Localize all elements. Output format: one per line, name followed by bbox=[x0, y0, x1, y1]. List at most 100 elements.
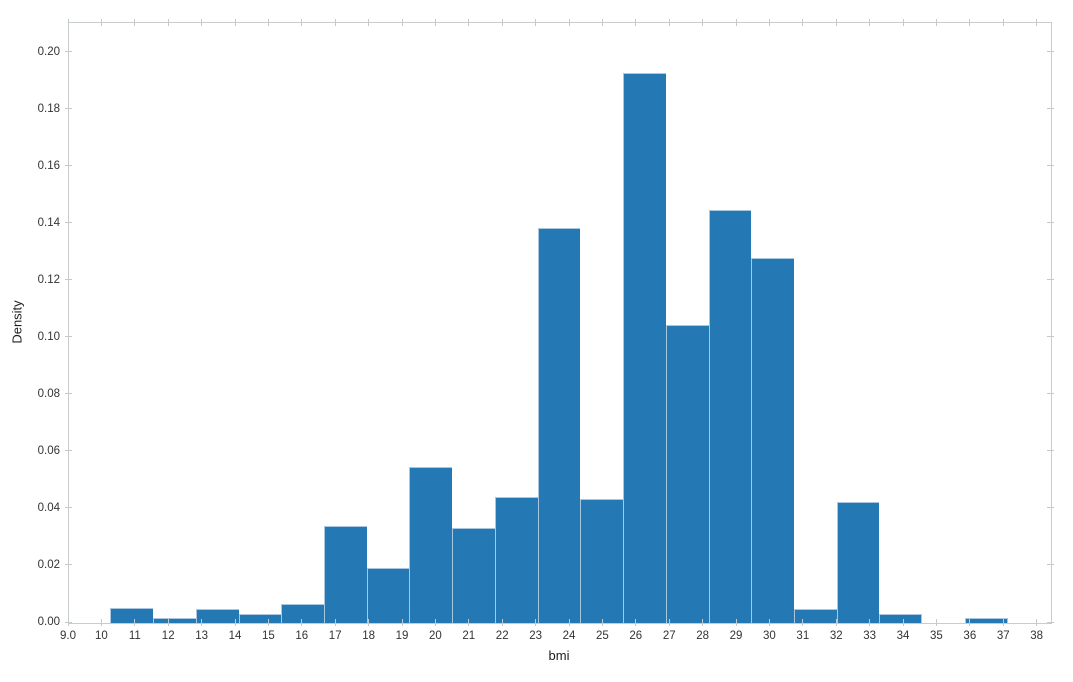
histogram-bar bbox=[195, 609, 239, 623]
x-axis-tick bbox=[1002, 619, 1004, 626]
y-tick-label: 0.08 bbox=[37, 387, 60, 400]
y-axis-tick bbox=[65, 51, 72, 53]
x-axis-tick bbox=[902, 619, 904, 626]
x-axis-top-tick bbox=[902, 19, 904, 26]
x-tick-label: 23 bbox=[529, 630, 543, 642]
x-axis-top-tick bbox=[768, 19, 770, 26]
x-axis-top-tick bbox=[201, 19, 203, 26]
histogram-bar bbox=[452, 527, 495, 623]
histogram-bar bbox=[751, 258, 794, 623]
x-tick-label: 29 bbox=[729, 630, 743, 642]
plot-area bbox=[68, 22, 1052, 624]
x-tick-label: 9.0 bbox=[60, 630, 76, 642]
histogram-bar bbox=[537, 228, 581, 623]
y-tick-label: 0.14 bbox=[37, 216, 60, 229]
x-axis-top-tick bbox=[468, 19, 470, 26]
y-tick-label: 0.04 bbox=[37, 501, 60, 514]
x-tick-label: 16 bbox=[295, 630, 309, 642]
x-tick-label: 36 bbox=[963, 630, 977, 642]
histogram-bar bbox=[708, 209, 752, 623]
x-axis-tick bbox=[835, 619, 837, 626]
y-axis-right-tick bbox=[1047, 51, 1054, 53]
x-tick-label: 21 bbox=[462, 630, 476, 642]
x-tick-label: 10 bbox=[94, 630, 108, 642]
y-axis-right-tick bbox=[1047, 621, 1054, 623]
y-axis-right-tick bbox=[1047, 222, 1054, 224]
x-axis-tick bbox=[802, 619, 804, 626]
x-tick-label: 20 bbox=[429, 630, 442, 642]
histogram-bar bbox=[324, 525, 367, 623]
x-axis-top-tick bbox=[702, 19, 704, 26]
histogram-bar bbox=[409, 466, 453, 623]
x-tick-label: 33 bbox=[863, 630, 877, 642]
x-tick-label: 11 bbox=[128, 630, 141, 642]
histogram-bar bbox=[238, 613, 282, 623]
y-axis-right-tick bbox=[1047, 393, 1054, 395]
x-tick-label: 27 bbox=[662, 630, 676, 642]
x-tick-label: 31 bbox=[796, 630, 810, 642]
x-axis-tick bbox=[735, 619, 737, 626]
x-tick-label: 19 bbox=[395, 630, 409, 642]
x-axis-top-tick bbox=[368, 19, 370, 26]
x-tick-label: 35 bbox=[930, 630, 943, 642]
x-axis-tick bbox=[334, 619, 336, 626]
x-axis-tick bbox=[234, 619, 236, 626]
histogram-bar bbox=[366, 567, 410, 623]
y-tick-label: 0.10 bbox=[37, 330, 60, 343]
x-tick-label: 22 bbox=[495, 630, 509, 642]
x-axis-top-tick bbox=[267, 19, 269, 26]
x-axis-tick bbox=[167, 619, 169, 626]
y-tick-label: 0.06 bbox=[37, 444, 60, 457]
x-tick-label: 37 bbox=[996, 630, 1010, 642]
x-axis-tick bbox=[201, 619, 203, 626]
histogram-bar bbox=[281, 604, 325, 623]
x-tick-label: 15 bbox=[262, 630, 275, 642]
x-axis-tick bbox=[668, 619, 670, 626]
x-tick-label: 30 bbox=[763, 630, 776, 642]
x-axis-tick bbox=[401, 619, 403, 626]
x-tick-label: 12 bbox=[161, 630, 175, 642]
x-axis-tick bbox=[601, 619, 603, 626]
x-axis-top-tick bbox=[568, 19, 570, 26]
histogram-bar bbox=[836, 501, 880, 623]
x-axis-top-tick bbox=[434, 19, 436, 26]
x-axis-tick bbox=[535, 619, 537, 626]
x-axis-top-tick bbox=[501, 19, 503, 26]
histogram-bar bbox=[623, 73, 666, 623]
x-axis-top-tick bbox=[935, 19, 937, 26]
y-axis-right-tick bbox=[1047, 450, 1054, 452]
x-axis-top-tick bbox=[802, 19, 804, 26]
x-axis-top-tick bbox=[535, 19, 537, 26]
x-axis-tick bbox=[501, 619, 503, 626]
histogram-bar bbox=[494, 497, 538, 623]
x-axis-tick bbox=[635, 619, 637, 626]
x-tick-label: 38 bbox=[1030, 630, 1044, 642]
x-axis-tick bbox=[267, 619, 269, 626]
x-tick-label: 17 bbox=[328, 630, 342, 642]
x-axis-top-tick bbox=[334, 19, 336, 26]
x-axis-top-tick bbox=[100, 19, 102, 26]
y-axis-right-tick bbox=[1047, 336, 1054, 338]
x-axis-top-tick bbox=[735, 19, 737, 26]
y-axis-tick bbox=[65, 393, 72, 395]
x-tick-label: 18 bbox=[362, 630, 376, 642]
histogram-bar bbox=[793, 608, 837, 623]
x-axis-tick bbox=[301, 619, 303, 626]
histogram-bar bbox=[580, 499, 624, 623]
x-axis-title: bmi bbox=[548, 648, 570, 663]
y-axis-tick bbox=[65, 507, 72, 509]
x-tick-label: 28 bbox=[696, 630, 710, 642]
y-axis-right-tick bbox=[1047, 564, 1054, 566]
x-axis-top-tick bbox=[67, 19, 69, 26]
x-axis-top-tick bbox=[668, 19, 670, 26]
x-axis-tick bbox=[67, 619, 69, 626]
x-axis-tick bbox=[134, 619, 136, 626]
y-axis-tick bbox=[65, 336, 72, 338]
x-tick-label: 32 bbox=[829, 630, 843, 642]
x-axis-tick bbox=[935, 619, 937, 626]
x-axis-top-tick bbox=[969, 19, 971, 26]
y-axis-tick bbox=[65, 621, 72, 623]
x-axis-top-tick bbox=[234, 19, 236, 26]
x-axis-tick bbox=[768, 619, 770, 626]
y-axis-right-tick bbox=[1047, 108, 1054, 110]
